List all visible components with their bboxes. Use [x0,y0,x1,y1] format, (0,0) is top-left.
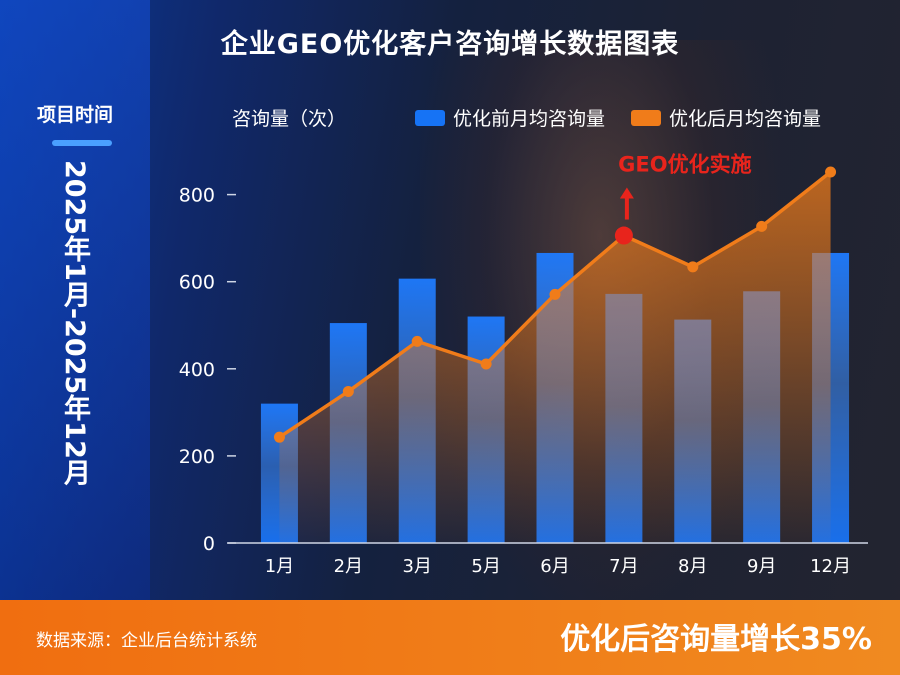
y-tick-label: 200 [179,446,215,468]
legend-item-before: 优化前月均咨询量 [415,104,605,131]
y-tick-label: 400 [179,359,215,381]
legend-label-before: 优化前月均咨询量 [453,108,606,130]
point-after [411,335,423,347]
x-tick-label: 9月 [747,556,776,577]
x-tick-label: 3月 [402,556,431,577]
growth-highlight: 优化后咨询量增长35% [560,622,872,657]
legend-label-after: 优化后月均咨询量 [669,108,822,130]
point-after [480,358,492,370]
project-period: 2025年1月-2025年12月 [59,160,90,486]
point-after [687,261,699,273]
x-tick-label: 7月 [609,556,638,577]
x-tick-label: 1月 [265,556,294,577]
point-after [549,288,561,300]
legend-swatch-before [415,109,445,126]
point-after [825,166,837,178]
area-after [279,171,831,544]
legend-item-after: 优化后月均咨询量 [631,104,821,131]
y-tick-label: 800 [179,185,215,207]
point-after [756,220,768,232]
y-tick-label: 0 [203,533,215,555]
point-after [342,385,354,397]
point-after-highlight [614,226,633,245]
point-after [273,431,285,443]
chart-legend: 优化前月均咨询量 优化后月均咨询量 [415,104,847,131]
chart-title: 企业GEO优化客户咨询增长数据图表 [220,29,680,60]
left-panel [0,0,150,600]
chart-plot: 0 200 400 600 800 1月 2月 3月 5月 6月 7月 8月 9月 12月 GEO优化实… [179,152,868,577]
x-tick-label: 12月 [810,556,851,577]
data-source-note: 数据来源：企业后台统计系统 [36,631,257,651]
x-tick-label: 6月 [540,556,569,577]
x-tick-label: 8月 [678,556,707,577]
project-time-label: 项目时间 [36,104,113,126]
project-label-underline [52,140,112,146]
x-tick-label: 2月 [334,556,363,577]
annotation-arrow-head [619,187,634,199]
y-axis-title: 咨询量（次） [232,108,347,130]
legend-swatch-after [631,109,662,126]
y-tick-label: 600 [179,272,215,294]
footer-bar: 数据来源：企业后台统计系统 优化后咨询量增长35% [0,600,900,675]
x-tick-label: 5月 [471,556,500,577]
annotation-label: GEO优化实施 [618,153,751,177]
